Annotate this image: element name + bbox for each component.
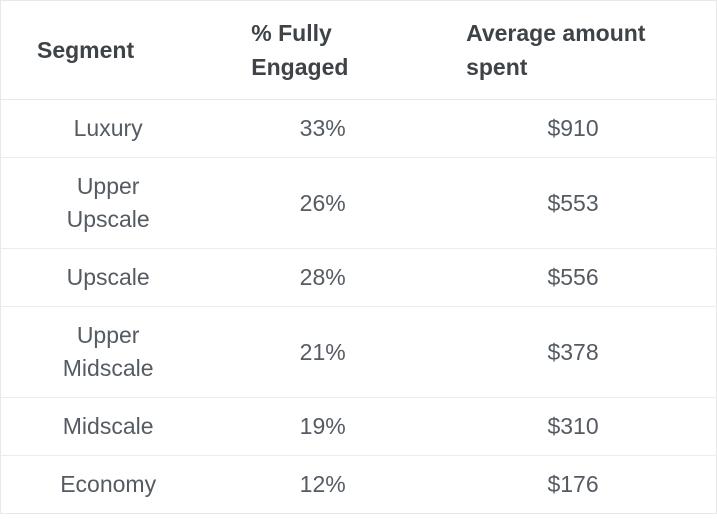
cell-segment: Upscale: [66, 264, 150, 290]
table-row-upper-midscale: Upper Midscale 21% $378: [0, 307, 717, 398]
cell-amount-spent: $910: [547, 115, 599, 141]
column-header-segment: Segment: [37, 37, 135, 63]
cell-amount-spent: $553: [547, 189, 599, 216]
cell-segment: Upper Upscale: [66, 173, 150, 232]
cell-segment: Luxury: [73, 115, 143, 141]
table-row-economy: Economy 12% $176: [0, 456, 717, 514]
table-row-midscale: Midscale 19% $310: [0, 398, 717, 456]
table-row-upper-upscale: Upper Upscale 26% $553: [0, 158, 717, 249]
table-row-luxury: Luxury 33% $910: [0, 100, 717, 158]
cell-amount-spent: $310: [547, 413, 599, 439]
cell-pct-engaged: 12%: [299, 471, 346, 497]
column-header-average-amount-spent: Average amount spent: [466, 20, 646, 80]
cell-pct-engaged: 19%: [299, 413, 346, 439]
cell-segment: Upper Midscale: [62, 322, 154, 381]
cell-pct-engaged: 33%: [299, 115, 346, 141]
cell-amount-spent: $176: [547, 471, 599, 497]
cell-segment: Economy: [60, 471, 157, 497]
column-header-pct-fully-engaged: % Fully Engaged: [251, 20, 349, 80]
cell-amount-spent: $378: [547, 338, 599, 365]
table-row-upscale: Upscale 28% $556: [0, 249, 717, 307]
cell-pct-engaged: 26%: [299, 189, 346, 216]
cell-pct-engaged: 21%: [299, 338, 346, 365]
cell-segment: Midscale: [62, 413, 154, 439]
header-row: Segment % Fully Engaged Average amount s…: [0, 1, 717, 100]
cell-pct-engaged: 28%: [299, 264, 346, 290]
cell-amount-spent: $556: [547, 264, 599, 290]
